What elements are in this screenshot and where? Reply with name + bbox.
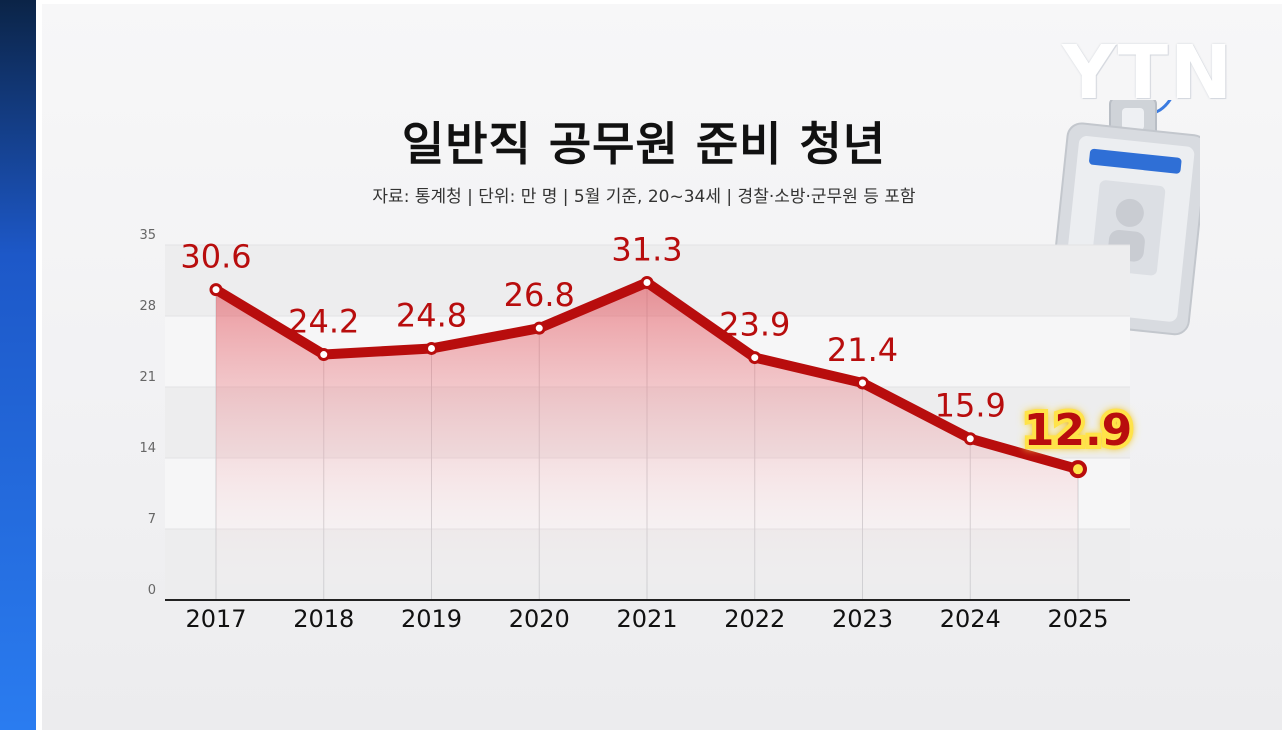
y-tick-label: 7 bbox=[148, 512, 156, 527]
page-title: 일반직 공무원 준비 청년 bbox=[401, 117, 887, 171]
data-label: 31.3 bbox=[611, 231, 682, 269]
y-tick-label: 28 bbox=[139, 299, 156, 314]
data-label: 30.6 bbox=[180, 238, 251, 276]
data-label: 15.9 bbox=[935, 387, 1006, 425]
x-tick-label: 2021 bbox=[616, 605, 677, 633]
data-point bbox=[317, 348, 331, 362]
y-tick-label: 0 bbox=[148, 583, 156, 598]
data-label: 24.8 bbox=[396, 296, 467, 334]
x-tick-label: 2022 bbox=[724, 605, 785, 633]
x-tick-label: 2025 bbox=[1047, 605, 1108, 633]
x-tick-label: 2018 bbox=[293, 605, 354, 633]
data-point bbox=[856, 376, 869, 390]
data-point bbox=[532, 321, 546, 335]
data-label: 23.9 bbox=[719, 306, 790, 344]
data-point bbox=[963, 432, 977, 446]
data-point bbox=[425, 341, 438, 355]
data-label: 21.4 bbox=[827, 331, 898, 369]
x-tick-label: 2019 bbox=[401, 605, 462, 633]
x-tick-label: 2024 bbox=[940, 605, 1001, 633]
data-label: 24.2 bbox=[288, 303, 359, 341]
data-label: 12.9 bbox=[1024, 405, 1133, 456]
data-point bbox=[640, 276, 654, 290]
data-point bbox=[748, 351, 762, 365]
left-accent-bar bbox=[0, 0, 36, 730]
x-tick-label: 2017 bbox=[185, 605, 246, 633]
y-tick-label: 21 bbox=[139, 370, 156, 385]
y-tick-label: 35 bbox=[139, 228, 156, 243]
source-caption: 자료: 통계청 | 단위: 만 명 | 5월 기준, 20~34세 | 경찰·소… bbox=[372, 187, 916, 207]
area-fill bbox=[216, 282, 1078, 600]
y-tick-label: 14 bbox=[139, 441, 156, 456]
data-label: 26.8 bbox=[504, 276, 575, 314]
x-tick-label: 2023 bbox=[832, 605, 893, 633]
left-accent-divider bbox=[36, 0, 42, 730]
data-point bbox=[209, 283, 223, 297]
top-edge bbox=[0, 0, 1288, 4]
data-point bbox=[1069, 460, 1087, 479]
right-edge bbox=[1282, 0, 1288, 730]
x-tick-label: 2020 bbox=[509, 605, 570, 633]
